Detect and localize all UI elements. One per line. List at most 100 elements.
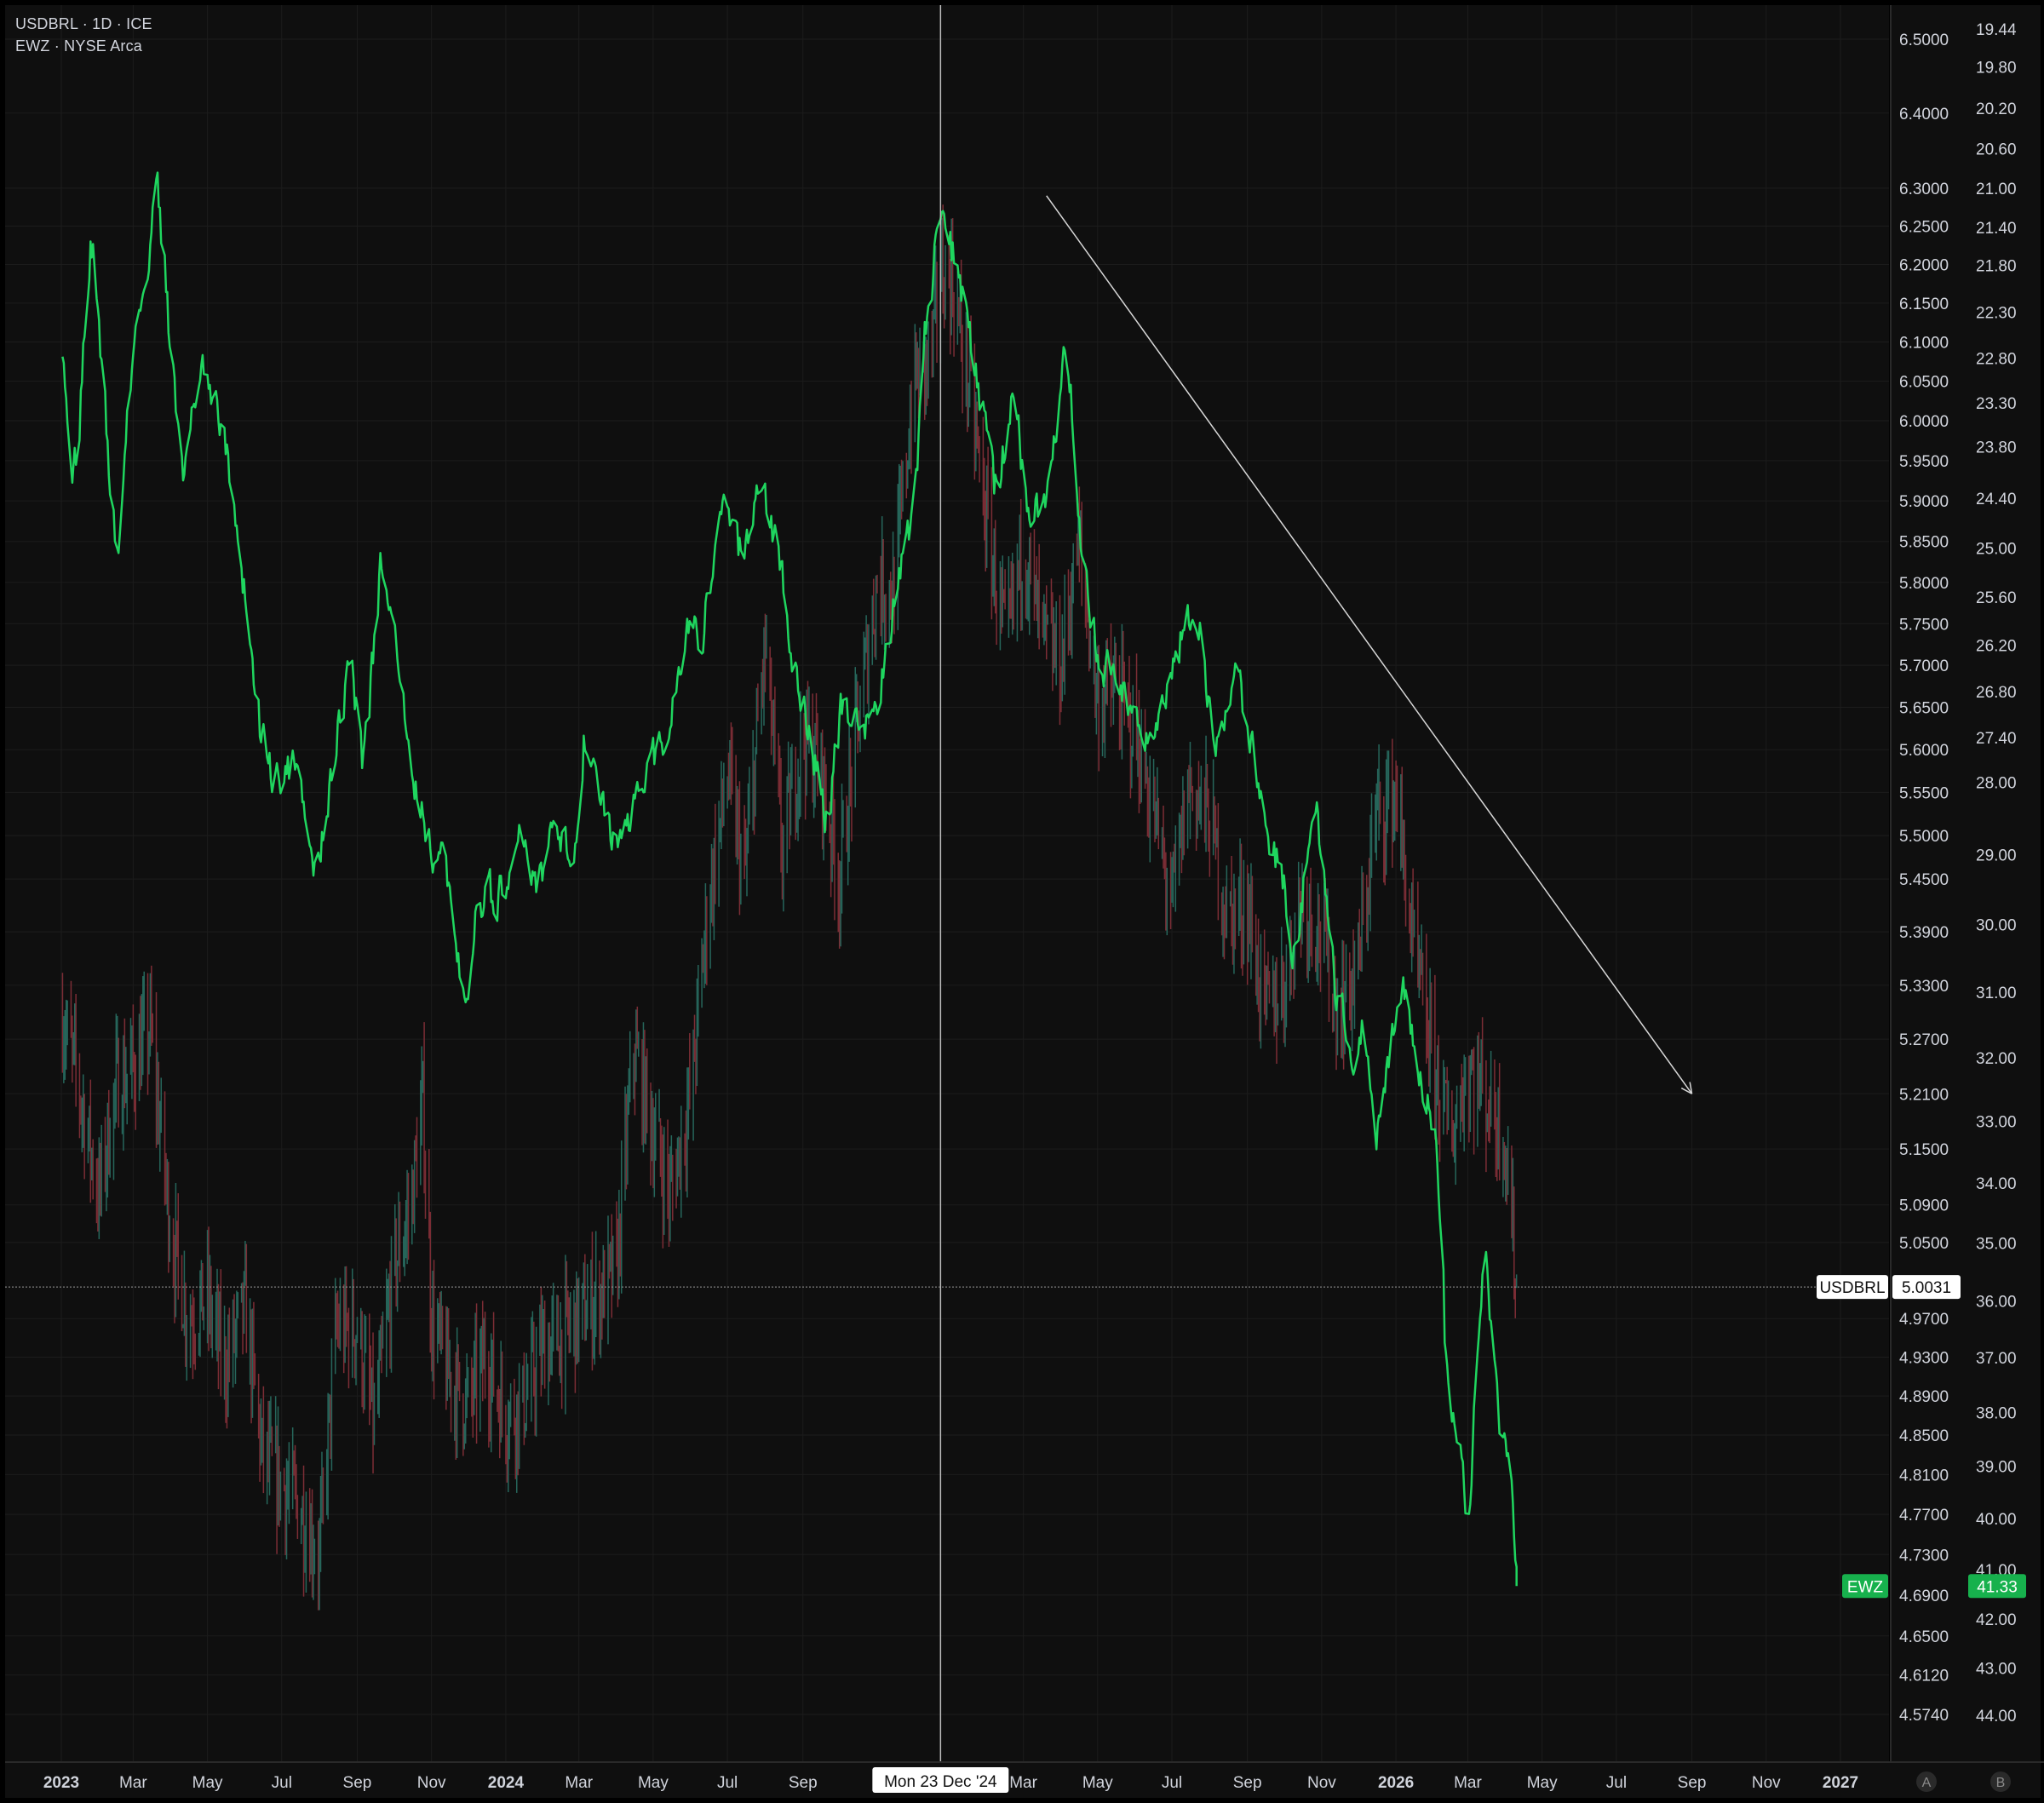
scale-button-a[interactable]: A [1916, 1771, 1937, 1792]
usdbrl-axis-label: 6.0500 [1899, 374, 1949, 392]
usdbrl-axis-label: 5.1500 [1899, 1141, 1949, 1159]
scale-button-circle [1990, 1771, 2011, 1792]
usdbrl-axis-label: 6.2500 [1899, 219, 1949, 237]
ewz-axis-label: 25.60 [1976, 589, 2017, 607]
time-axis-label: Nov [417, 1774, 446, 1792]
usdbrl-axis-label: 4.6900 [1899, 1588, 1949, 1605]
time-axis-label: Sep [343, 1774, 372, 1792]
time-axis-label: Nov [1307, 1774, 1336, 1792]
ewz-legend[interactable]: EWZ · NYSE Arca [15, 37, 143, 55]
time-axis-label: Sep [1678, 1774, 1707, 1792]
time-axis-label: Nov [1752, 1774, 1781, 1792]
ewz-axis-label: 44.00 [1976, 1708, 2017, 1725]
ewz-price-axis: 19.44 19.80 20.20 20.60 21.00 21.40 21.80 22.30… [1976, 21, 2017, 1725]
ewz-axis-label: 43.00 [1976, 1660, 2017, 1678]
ewz-axis-label: 21.00 [1976, 181, 2017, 198]
usdbrl-axis-label: 4.7700 [1899, 1507, 1949, 1525]
usdbrl-axis-label: 4.8100 [1899, 1467, 1949, 1484]
ewz-tag-text: EWZ [1847, 1578, 1884, 1596]
usdbrl-axis-label: 5.2700 [1899, 1031, 1949, 1049]
ewz-last-price-tag: EWZ 41.33 [1842, 1574, 2026, 1599]
time-axis-area [5, 1763, 2041, 1798]
usdbrl-axis-label: 5.0900 [1899, 1197, 1949, 1215]
usdbrl-axis-label: 6.1500 [1899, 296, 1949, 313]
ewz-axis-label: 28.00 [1976, 774, 2017, 792]
usdbrl-axis-label: 4.7300 [1899, 1547, 1949, 1565]
scale-button-circle [1916, 1771, 1937, 1792]
usdbrl-candles [61, 204, 1518, 1611]
time-axis-label: May [1527, 1774, 1558, 1792]
scale-button-b[interactable]: B [1990, 1771, 2011, 1792]
time-axis-label: Mar [1009, 1774, 1037, 1792]
usdbrl-axis-label: 5.3300 [1899, 978, 1949, 996]
ewz-axis-label: 19.80 [1976, 59, 2017, 77]
usdbrl-value-box [1892, 1275, 1961, 1300]
time-axis-label: May [1082, 1774, 1113, 1792]
ewz-axis-label: 22.30 [1976, 305, 2017, 323]
price-axis-area [1891, 5, 2041, 1761]
trend-arrow-head [1689, 1082, 1693, 1094]
time-axis-label: Sep [1233, 1774, 1262, 1792]
time-axis-label: Sep [789, 1774, 818, 1792]
ewz-axis-label: 29.00 [1976, 847, 2017, 864]
ewz-axis-label: 20.20 [1976, 100, 2017, 118]
usdbrl-axis-label: 6.3000 [1899, 181, 1949, 198]
usdbrl-axis-label: 4.9300 [1899, 1349, 1949, 1367]
ewz-axis-label: 19.44 [1976, 21, 2017, 39]
crosshair-date-box [872, 1767, 1009, 1793]
usdbrl-tag-text: USDBRL [1819, 1279, 1885, 1297]
usdbrl-last-price-tag: USDBRL 5.0031 [1817, 1275, 1961, 1300]
usdbrl-axis-label: 5.5000 [1899, 828, 1949, 846]
grid-lines [5, 5, 1889, 1761]
ewz-axis-label: 42.00 [1976, 1611, 2017, 1629]
ewz-axis-label: 26.20 [1976, 637, 2017, 655]
time-axis-label: May [638, 1774, 669, 1792]
time-axis-label: Jul [1606, 1774, 1627, 1792]
time-axis-label: 2023 [43, 1774, 79, 1792]
crosshair-date-label: Mon 23 Dec '24 [872, 1767, 1009, 1793]
usdbrl-axis-label: 5.8000 [1899, 575, 1949, 593]
ewz-axis-label: 40.00 [1976, 1511, 2017, 1529]
usdbrl-axis-label: 5.9000 [1899, 493, 1949, 511]
plot-area [5, 5, 1889, 1761]
usdbrl-axis-label: 5.2100 [1899, 1086, 1949, 1104]
usdbrl-axis-label: 5.9500 [1899, 453, 1949, 471]
ewz-axis-label: 23.80 [1976, 439, 2017, 456]
ewz-axis-label: 21.40 [1976, 220, 2017, 238]
ewz-series [61, 171, 1518, 1587]
crosshair-date-text: Mon 23 Dec '24 [884, 1773, 997, 1791]
trend-arrow [1046, 195, 1693, 1094]
time-axis-label: Jul [1162, 1774, 1182, 1792]
ewz-axis-label: 34.00 [1976, 1175, 2017, 1193]
scale-button-label: B [1996, 1776, 2006, 1790]
ewz-axis-label: 23.30 [1976, 395, 2017, 413]
usdbrl-axis-label: 5.0500 [1899, 1235, 1949, 1253]
ewz-axis-label: 22.80 [1976, 350, 2017, 368]
ewz-axis-label: 25.00 [1976, 541, 2017, 559]
time-axis: 2023 Mar May Jul Sep Nov 2024 Mar May Jul Sep Mar Ma… [43, 1774, 1858, 1792]
ewz-axis-label: 27.40 [1976, 730, 2017, 748]
time-axis-label: 2024 [488, 1774, 525, 1792]
time-axis-label: May [192, 1774, 223, 1792]
ewz-value-box [1968, 1574, 2026, 1599]
ewz-axis-label: 26.80 [1976, 684, 2017, 702]
ewz-axis-label: 38.00 [1976, 1405, 2017, 1423]
usdbrl-axis-label: 4.6120 [1899, 1668, 1949, 1685]
usdbrl-axis-label: 4.8500 [1899, 1427, 1949, 1445]
time-axis-label: Jul [717, 1774, 738, 1792]
usdbrl-axis-label: 6.2000 [1899, 256, 1949, 274]
usdbrl-axis-label: 5.6000 [1899, 742, 1949, 760]
usdbrl-axis-label: 5.3900 [1899, 924, 1949, 942]
usdbrl-axis-label: 5.4500 [1899, 871, 1949, 889]
ewz-value-text: 41.33 [1977, 1578, 2018, 1596]
usdbrl-legend[interactable]: USDBRL · 1D · ICE [15, 15, 152, 32]
usdbrl-axis-label: 6.1000 [1899, 335, 1949, 353]
usdbrl-value-text: 5.0031 [1902, 1279, 1951, 1297]
time-axis-label: Mar [565, 1774, 593, 1792]
ewz-axis-label: 31.00 [1976, 985, 2017, 1002]
ewz-axis-label: 20.60 [1976, 141, 2017, 158]
time-axis-label: 2026 [1378, 1774, 1414, 1792]
time-axis-label: 2027 [1823, 1774, 1858, 1792]
